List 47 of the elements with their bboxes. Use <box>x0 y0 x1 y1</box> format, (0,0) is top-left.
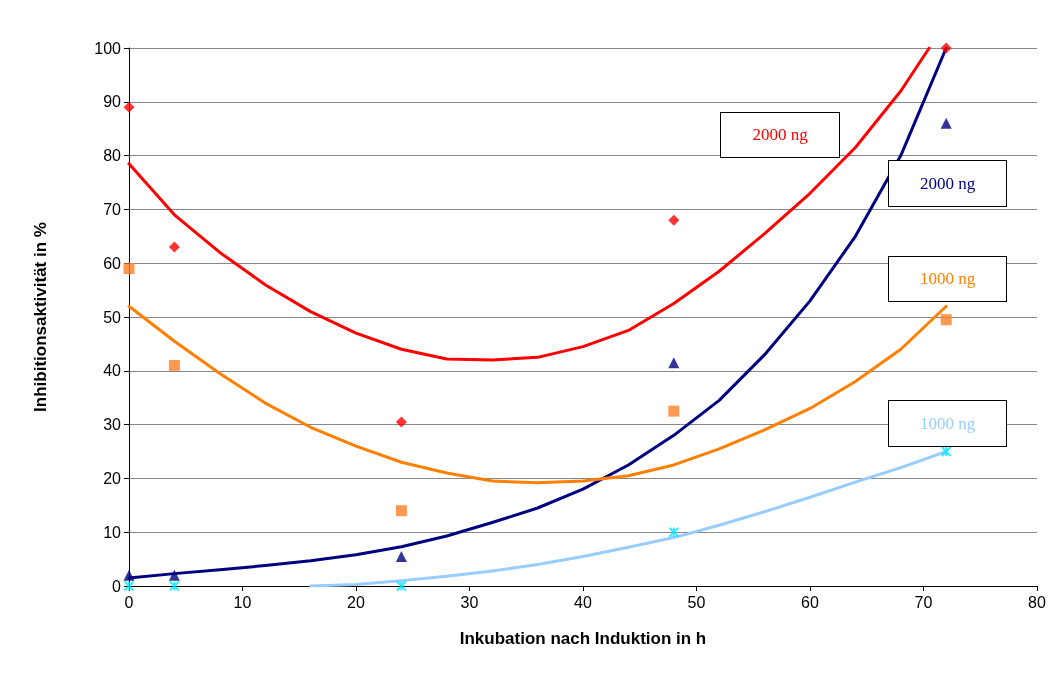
point <box>940 446 952 457</box>
text: 2000 ng <box>752 125 808 145</box>
x-tick-label: 50 <box>687 593 706 611</box>
series-label: 2000 ng <box>919 173 976 194</box>
y-tick-label: 70 <box>103 200 122 218</box>
point <box>168 359 180 371</box>
x-tick-label: 10 <box>233 593 252 611</box>
x-axis-title: Inkubation nach Induktion in h <box>459 629 707 648</box>
point <box>168 569 180 581</box>
x-tick-label: 70 <box>914 593 933 611</box>
point <box>168 580 180 592</box>
x-tick-label: 30 <box>460 593 479 611</box>
y-tick-label: 10 <box>103 523 122 541</box>
y-tick-label: 80 <box>103 147 122 165</box>
y-tick-label: 50 <box>103 308 122 326</box>
point <box>668 214 680 226</box>
series-label: 1000 ng <box>919 413 976 434</box>
point <box>123 101 135 113</box>
point <box>940 117 952 129</box>
point <box>668 357 680 369</box>
x-tick-label: 80 <box>1028 593 1046 611</box>
point <box>668 405 680 417</box>
y-tick-label: 90 <box>103 93 122 111</box>
point <box>123 569 135 581</box>
y-tick-label: 60 <box>103 254 122 272</box>
point <box>395 505 407 517</box>
x-tick-label: 20 <box>347 593 365 611</box>
x-tick-label: 60 <box>801 593 819 611</box>
point <box>395 550 407 562</box>
y-tick-label: 100 <box>94 39 122 57</box>
point <box>123 580 135 592</box>
y-tick-label: 0 <box>112 577 122 595</box>
y-tick-label: 30 <box>103 416 122 434</box>
point <box>123 263 135 275</box>
y-tick-label: 20 <box>103 469 122 487</box>
x-tick-label: 0 <box>124 593 134 611</box>
point <box>940 42 952 54</box>
y-tick-label: 40 <box>103 362 122 380</box>
point <box>668 526 680 538</box>
point <box>395 580 407 592</box>
y-axis-title: Inhibitionsaktivität in % <box>31 222 50 412</box>
series-label: 1000 ng <box>919 269 976 289</box>
x-tick-label: 40 <box>574 593 592 611</box>
point <box>395 416 407 428</box>
line-series <box>309 450 948 588</box>
point <box>940 314 952 326</box>
point <box>168 241 180 253</box>
